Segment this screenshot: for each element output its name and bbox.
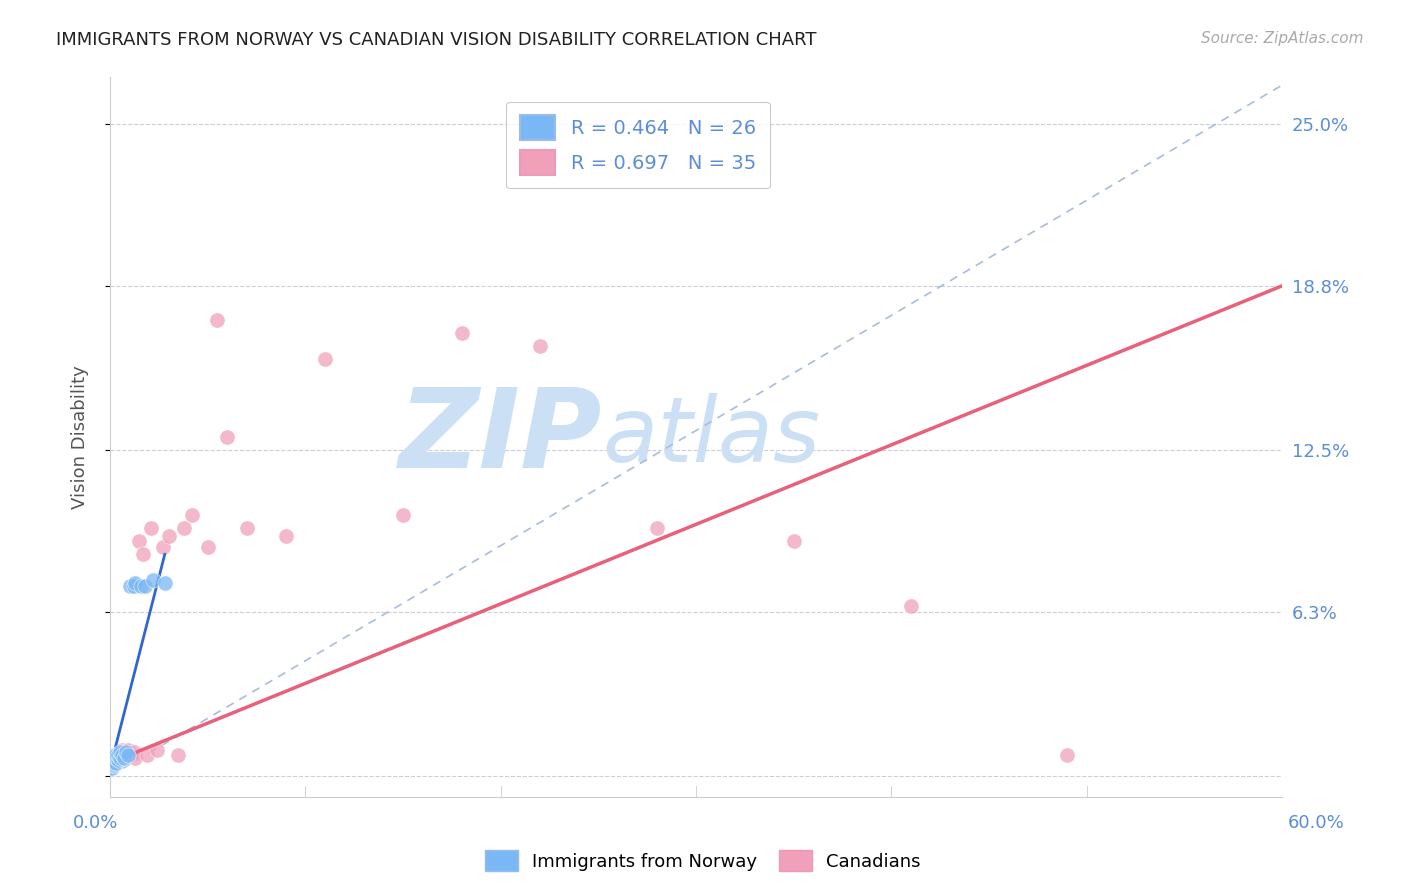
Point: [236, 521, 259, 535]
Legend: Immigrants from Norway, Canadians: Immigrants from Norway, Canadians: [478, 843, 928, 879]
Point: [181, 508, 204, 523]
Point: [173, 521, 195, 535]
Point: [103, 756, 125, 770]
Point: [197, 540, 219, 554]
Point: [104, 750, 127, 764]
Point: [118, 579, 141, 593]
Point: [101, 758, 124, 772]
Point: [101, 758, 124, 772]
Point: [107, 747, 129, 762]
Point: [103, 753, 125, 767]
Point: [112, 750, 135, 764]
Point: [782, 534, 804, 549]
Point: [112, 746, 135, 760]
Point: [108, 750, 131, 764]
Point: [128, 534, 150, 549]
Point: [104, 750, 127, 764]
Point: [103, 758, 125, 772]
Point: [529, 339, 551, 353]
Point: [167, 747, 190, 762]
Point: [117, 743, 139, 757]
Point: [207, 313, 229, 327]
Y-axis label: Vision Disability: Vision Disability: [72, 365, 89, 509]
Point: [136, 747, 159, 762]
Point: [645, 521, 668, 535]
Point: [122, 746, 145, 760]
Point: [103, 750, 125, 764]
Point: [103, 747, 125, 762]
Point: [124, 750, 146, 764]
Point: [107, 747, 129, 762]
Point: [101, 761, 124, 775]
Point: [139, 521, 162, 535]
Point: [274, 529, 297, 543]
Text: Source: ZipAtlas.com: Source: ZipAtlas.com: [1201, 31, 1364, 46]
Point: [900, 599, 922, 614]
Point: [111, 743, 134, 757]
Point: [114, 747, 136, 762]
Point: [101, 753, 124, 767]
Point: [132, 547, 155, 561]
Point: [118, 747, 141, 762]
Point: [392, 508, 415, 523]
Point: [153, 576, 176, 591]
Point: [142, 574, 165, 588]
Point: [114, 746, 136, 760]
Point: [101, 756, 124, 770]
Text: 60.0%: 60.0%: [1288, 814, 1344, 831]
Point: [117, 747, 139, 762]
Point: [104, 747, 127, 762]
Text: atlas: atlas: [602, 393, 820, 481]
Point: [450, 326, 472, 340]
Point: [131, 579, 153, 593]
Point: [122, 579, 145, 593]
Point: [108, 746, 131, 760]
Point: [152, 540, 174, 554]
Text: 0.0%: 0.0%: [73, 814, 118, 831]
Point: [146, 743, 169, 757]
Text: IMMIGRANTS FROM NORWAY VS CANADIAN VISION DISABILITY CORRELATION CHART: IMMIGRANTS FROM NORWAY VS CANADIAN VISIO…: [56, 31, 817, 49]
Point: [107, 753, 129, 767]
Point: [1056, 747, 1078, 762]
Point: [108, 746, 131, 760]
Text: ZIP: ZIP: [399, 384, 602, 491]
Point: [217, 430, 239, 444]
Point: [134, 579, 156, 593]
Point: [111, 747, 134, 762]
Legend: R = 0.464   N = 26, R = 0.697   N = 35: R = 0.464 N = 26, R = 0.697 N = 35: [506, 102, 769, 188]
Point: [314, 351, 336, 366]
Point: [124, 576, 146, 591]
Point: [104, 756, 127, 770]
Point: [157, 529, 180, 543]
